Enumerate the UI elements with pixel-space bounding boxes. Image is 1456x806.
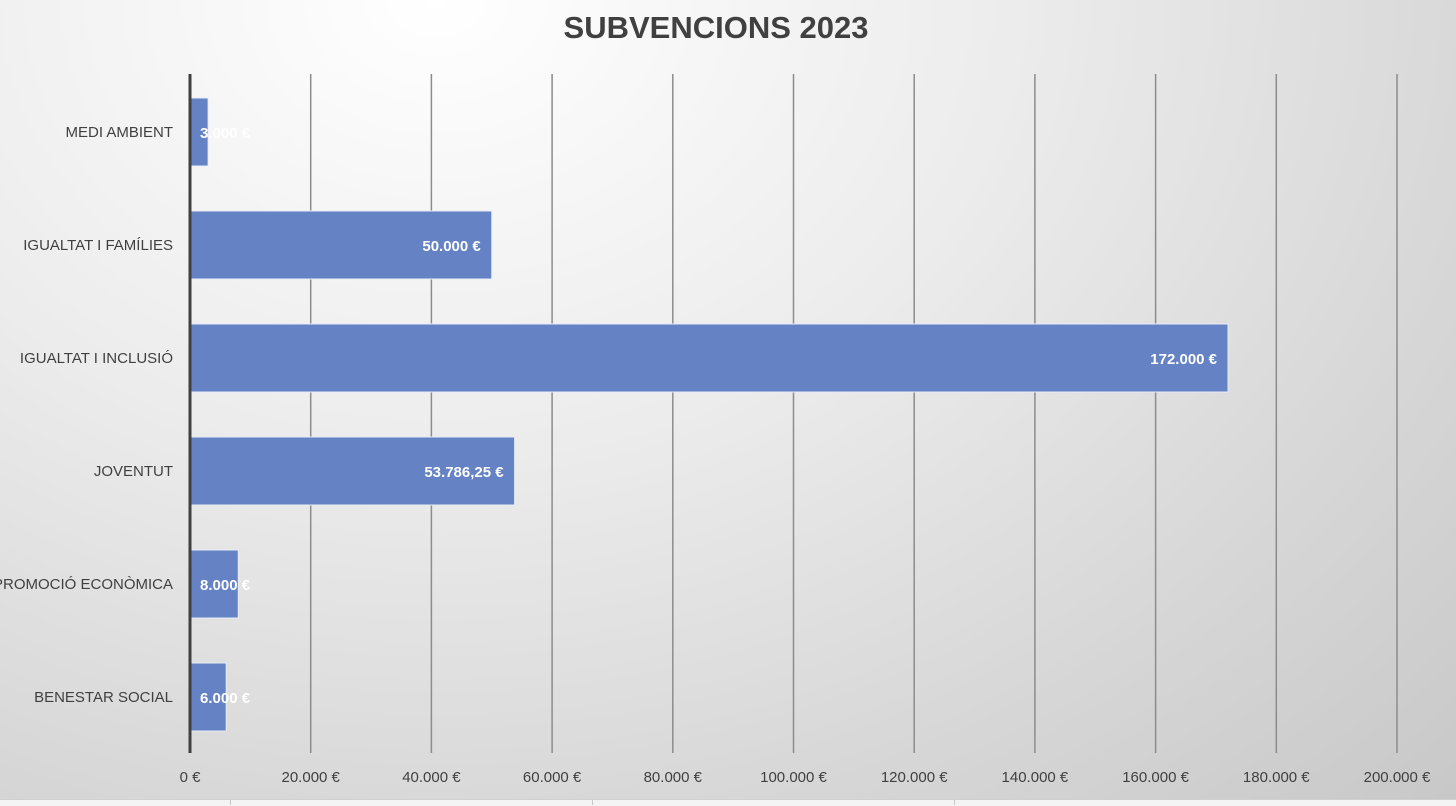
category-label: IGUALTAT I FAMÍLIES: [23, 237, 173, 254]
category-label: IGUALTAT I INCLUSIÓ: [20, 350, 173, 367]
x-tick-label: 60.000 €: [523, 769, 582, 786]
x-tick-label: 100.000 €: [760, 769, 827, 786]
x-tick-label: 160.000 €: [1122, 769, 1189, 786]
chart-title: SUBVENCIONS 2023: [563, 10, 869, 45]
category-label: PROMOCIÓ ECONÒMICA: [0, 576, 173, 593]
spreadsheet-edge: [0, 799, 1456, 806]
data-label: 8.000 €: [200, 577, 251, 594]
bar: [189, 549, 239, 619]
x-tick-label: 120.000 €: [881, 769, 948, 786]
data-label: 53.786,25 €: [424, 464, 504, 481]
data-label: 50.000 €: [422, 238, 481, 255]
bar: [189, 436, 516, 506]
category-label: MEDI AMBIENT: [65, 124, 173, 141]
x-tick-label: 20.000 €: [282, 769, 341, 786]
bar: [189, 662, 227, 732]
x-tick-label: 80.000 €: [644, 769, 703, 786]
x-tick-label: 40.000 €: [402, 769, 461, 786]
cell-divider: [592, 800, 593, 805]
cell-divider: [230, 800, 231, 805]
data-label: 3.000 €: [200, 125, 251, 142]
x-tick-label: 180.000 €: [1243, 769, 1310, 786]
bar: [189, 323, 1229, 393]
x-tick-label: 0 €: [180, 769, 202, 786]
data-label: 172.000 €: [1150, 351, 1217, 368]
category-label: BENESTAR SOCIAL: [34, 689, 173, 706]
x-tick-label: 140.000 €: [1002, 769, 1069, 786]
x-tick-label: 200.000 €: [1364, 769, 1431, 786]
category-label: JOVENTUT: [94, 463, 173, 480]
data-label: 6.000 €: [200, 690, 251, 707]
cell-divider: [954, 800, 955, 805]
